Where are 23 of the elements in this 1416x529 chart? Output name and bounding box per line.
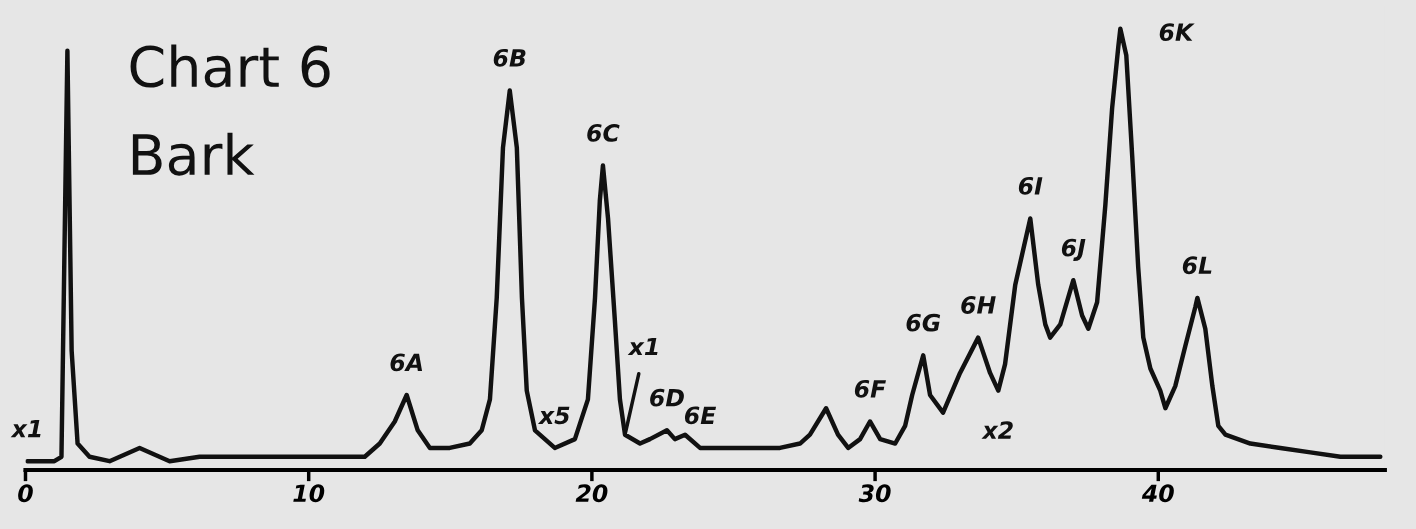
annotation: 6C [587,123,620,142]
x-tick-label: 10 [293,484,325,503]
annotation: x1 [10,419,41,438]
annotation: 6H [961,296,996,314]
annotation: 6K [1159,23,1195,42]
x-tick-label: 40 [1141,484,1174,503]
annotation: 6E [684,406,717,425]
annotation: 6B [493,48,526,67]
annotation: 6I [1018,176,1043,195]
annotation: 6G [906,313,941,332]
annotation: 6A [390,353,423,372]
annotation: 6J [1061,238,1086,261]
x-tick-label: 20 [575,484,608,503]
chart-title: Chart 6 [130,44,330,88]
annotation: 6F [854,379,886,398]
annotation: x1 [627,337,658,356]
x-tick-label: 0 [18,484,33,503]
x-tick-label: 30 [858,484,891,503]
annotation: x5 [537,406,570,425]
annotation: x2 [981,421,1013,439]
text: Bark [132,132,255,176]
annotation: 6L [1182,256,1212,275]
annotation: 6D [650,388,684,407]
